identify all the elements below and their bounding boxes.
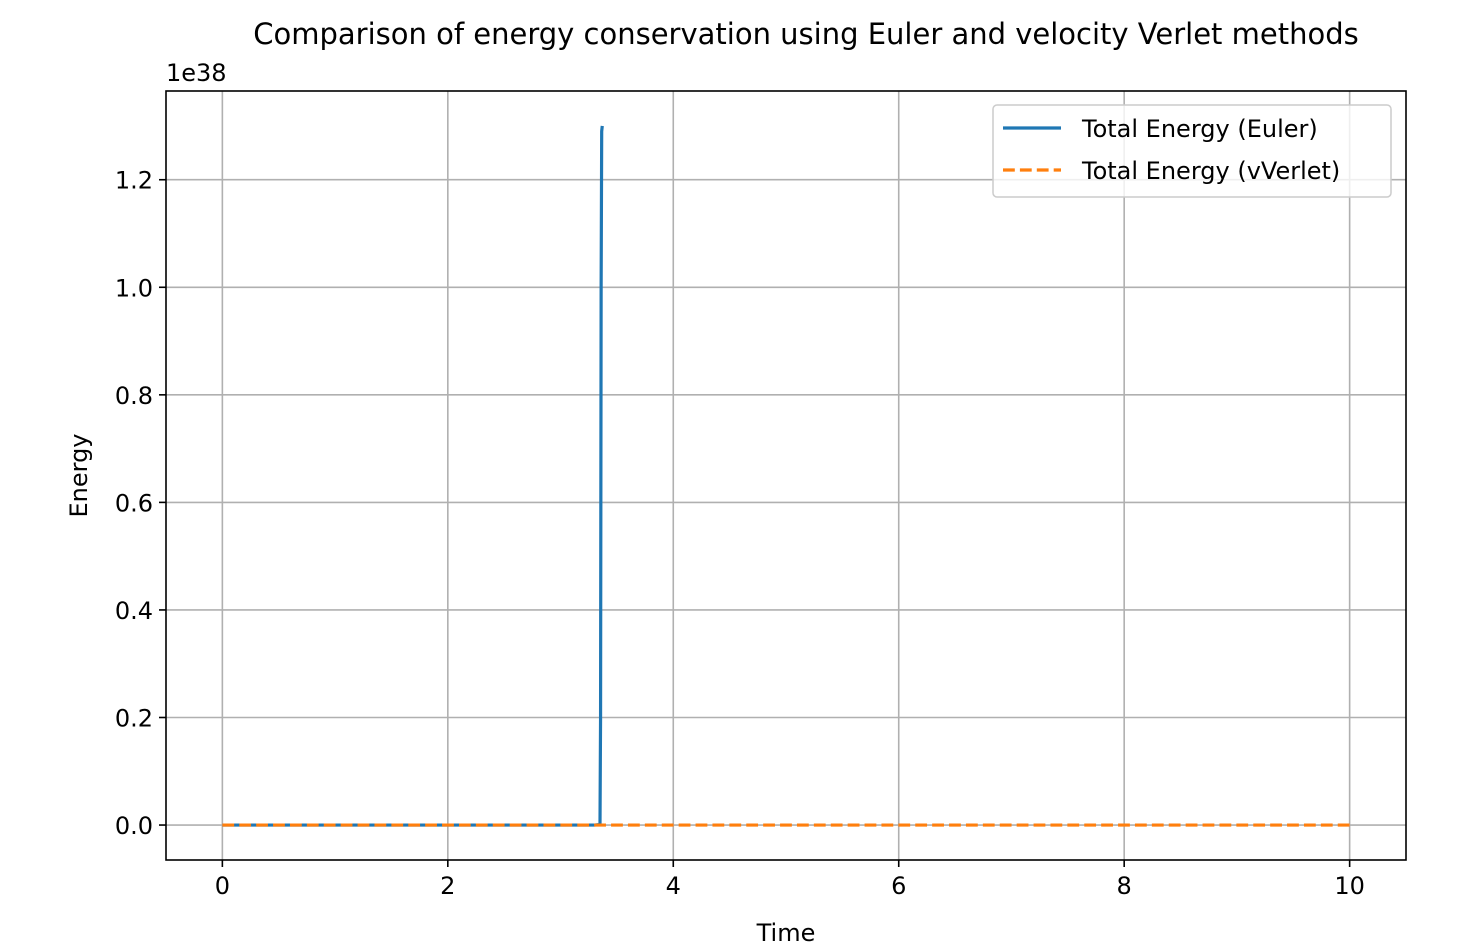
chart-title: Comparison of energy conservation using …: [253, 17, 1359, 51]
x-tick-label: 0: [215, 872, 230, 900]
x-axis-label: Time: [756, 919, 816, 947]
y-tick-label: 0.0: [115, 812, 153, 840]
y-tick-label: 0.6: [115, 489, 153, 517]
x-tick-label: 2: [440, 872, 455, 900]
plot-area: [166, 91, 1406, 860]
y-tick-label: 0.8: [115, 382, 153, 410]
y-axis-label: Energy: [65, 433, 93, 517]
legend-label-vverlet: Total Energy (vVerlet): [1081, 157, 1340, 185]
y-tick-label: 0.2: [115, 704, 153, 732]
x-tick-label: 8: [1117, 872, 1132, 900]
axis-ticks: 0 2 4 6 8 10 0.0 0.2 0.4 0.6 0.8 1.0 1.2: [115, 167, 1365, 900]
series-lines: [222, 125, 1350, 827]
legend-label-euler: Total Energy (Euler): [1081, 115, 1318, 143]
x-tick-label: 4: [666, 872, 681, 900]
plot-frame: [165, 90, 1407, 861]
y-offset-label: 1e38: [166, 59, 227, 87]
legend: Total Energy (Euler) Total Energy (vVerl…: [992, 104, 1392, 198]
y-tick-label: 1.0: [115, 274, 153, 302]
y-tick-label: 0.4: [115, 597, 153, 625]
grid-lines: [166, 91, 1406, 860]
x-tick-label: 6: [891, 872, 906, 900]
legend-box: [992, 104, 1392, 198]
x-tick-label: 10: [1334, 872, 1365, 900]
y-tick-label: 1.2: [115, 167, 153, 195]
